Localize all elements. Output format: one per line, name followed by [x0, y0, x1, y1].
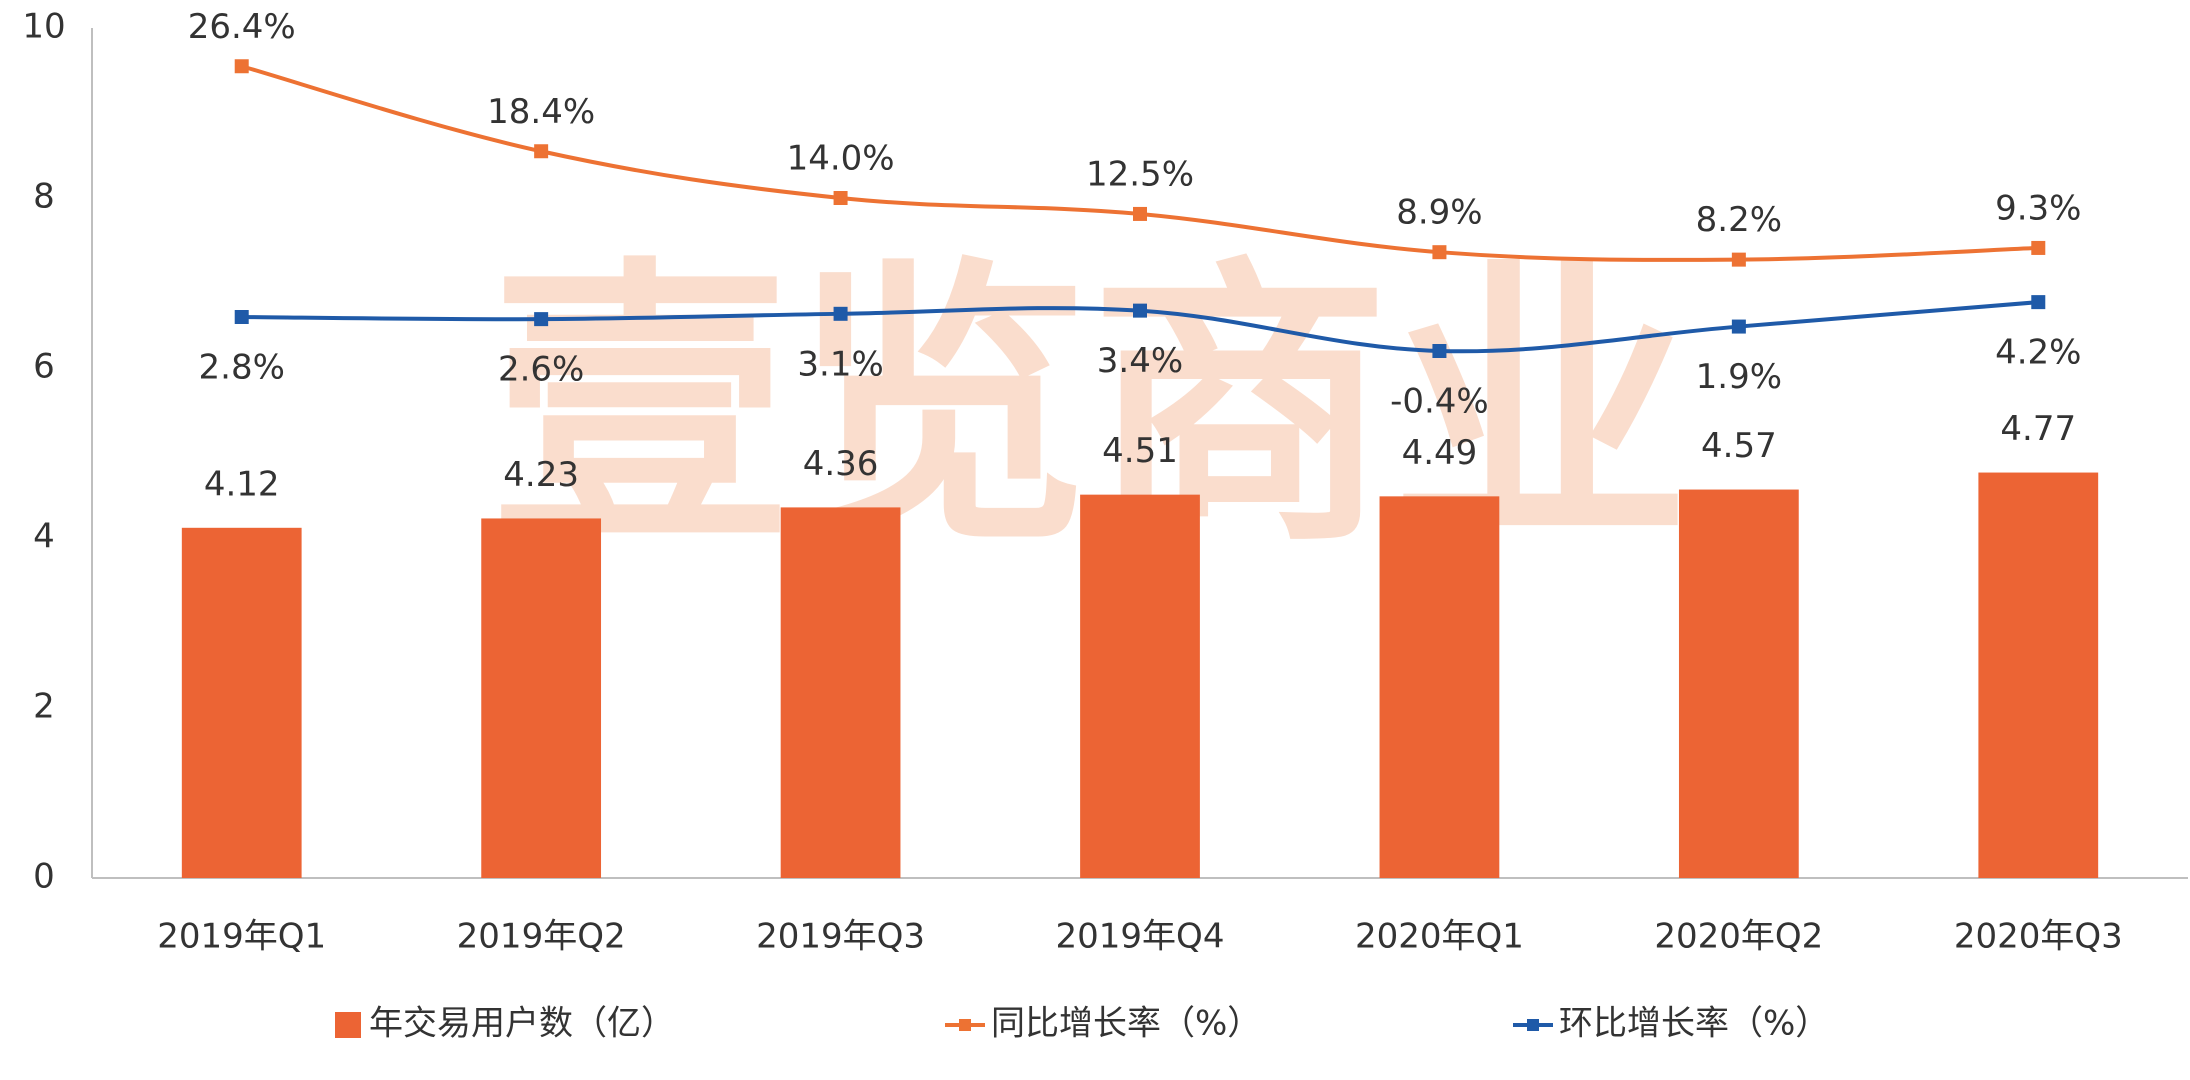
- data-label: 3.1%: [797, 344, 883, 384]
- data-label: 26.4%: [188, 7, 296, 47]
- marker: [1432, 245, 1447, 260]
- legend-label: 年交易用户数（亿）: [369, 1004, 675, 1044]
- legend-label: 同比增长率（%）: [991, 1004, 1261, 1044]
- data-label: 14.0%: [787, 139, 895, 179]
- y-tick-label: 6: [33, 347, 55, 387]
- data-label: 4.36: [803, 444, 879, 484]
- legend-swatch: [1527, 1019, 1539, 1031]
- bar: [780, 507, 901, 878]
- data-label: 4.51: [1102, 431, 1178, 471]
- bar: [1080, 494, 1200, 878]
- marker: [1432, 344, 1447, 358]
- bar: [181, 527, 302, 878]
- bar: [1379, 496, 1500, 878]
- bar: [1978, 472, 2099, 878]
- marker: [2031, 295, 2046, 310]
- data-label: 12.5%: [1086, 154, 1194, 194]
- x-tick-label: 2020年Q1: [1355, 917, 1524, 957]
- data-label: 4.77: [2000, 409, 2076, 449]
- data-label: 4.57: [1701, 426, 1777, 466]
- data-label: 4.49: [1402, 433, 1478, 473]
- data-label: 3.4%: [1097, 341, 1183, 381]
- marker: [534, 144, 549, 159]
- data-label: -0.4%: [1390, 382, 1489, 422]
- x-tick-label: 2019年Q1: [157, 917, 326, 957]
- legend-swatch: [959, 1019, 971, 1031]
- data-label: 18.4%: [487, 92, 595, 132]
- data-label: 8.2%: [1696, 200, 1782, 240]
- data-label: 4.23: [503, 455, 579, 495]
- marker: [1731, 252, 1746, 267]
- marker: [234, 59, 249, 74]
- y-tick-label: 0: [33, 857, 55, 897]
- x-tick-label: 2019年Q3: [756, 917, 925, 957]
- data-label: 4.2%: [1995, 333, 2081, 373]
- data-label: 1.9%: [1696, 357, 1782, 397]
- marker: [1731, 319, 1746, 334]
- bar: [481, 518, 602, 878]
- x-tick-label: 2020年Q2: [1654, 917, 1823, 957]
- data-label: 2.8%: [199, 348, 285, 388]
- legend-swatch: [335, 1012, 361, 1038]
- data-label: 8.9%: [1396, 193, 1482, 233]
- data-label: 2.6%: [498, 350, 584, 390]
- y-tick-label: 4: [33, 517, 55, 557]
- x-tick-label: 2019年Q4: [1056, 917, 1225, 957]
- marker: [833, 306, 848, 321]
- data-label: 9.3%: [1995, 188, 2081, 228]
- y-tick-label: 10: [22, 7, 65, 47]
- marker: [1133, 303, 1147, 318]
- y-tick-label: 2: [33, 687, 55, 727]
- marker: [1133, 206, 1147, 221]
- marker: [234, 310, 249, 324]
- marker: [833, 191, 848, 205]
- marker: [534, 312, 549, 327]
- x-tick-label: 2020年Q3: [1954, 917, 2123, 957]
- data-label: 4.12: [204, 464, 280, 504]
- bar: [1678, 489, 1799, 878]
- x-tick-label: 2019年Q2: [457, 917, 626, 957]
- legend-label: 环比增长率（%）: [1559, 1004, 1829, 1044]
- marker: [2031, 240, 2046, 255]
- y-tick-label: 8: [33, 177, 55, 217]
